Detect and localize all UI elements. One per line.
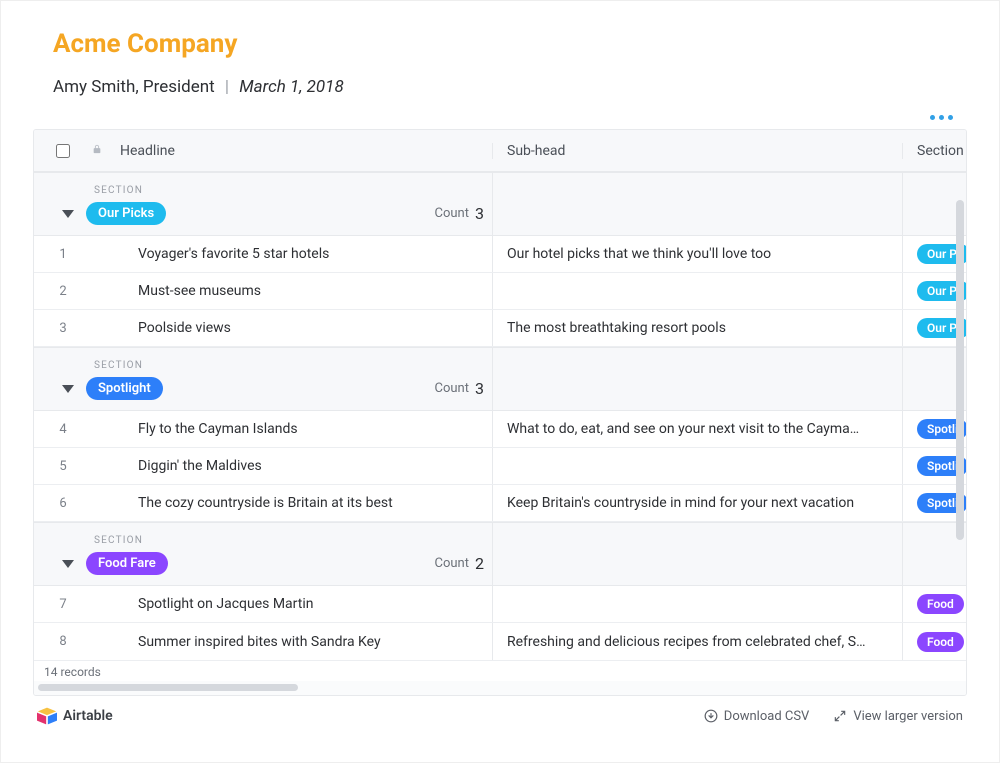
cell-subhead[interactable]: Our hotel picks that we think you'll lov… [492, 236, 902, 272]
byline-separator: | [219, 77, 235, 97]
download-icon [704, 709, 718, 723]
row-number: 2 [34, 284, 92, 299]
brand-label: Airtable [63, 708, 113, 724]
cell-subhead[interactable]: What to do, eat, and see on your next vi… [492, 411, 902, 447]
section-pill: Our Picks [86, 202, 166, 225]
row-number: 6 [34, 496, 92, 511]
more-options-icon[interactable] [930, 115, 953, 120]
column-header-headline[interactable]: Headline [92, 143, 492, 159]
select-all-checkbox[interactable] [56, 144, 70, 158]
select-all-cell[interactable] [34, 144, 92, 158]
author-name: Amy Smith, President [53, 77, 215, 97]
chevron-down-icon[interactable] [62, 385, 74, 393]
document-date: March 1, 2018 [239, 77, 343, 97]
cell-headline[interactable]: The cozy countryside is Britain at its b… [92, 495, 492, 511]
cell-headline[interactable]: Diggin' the Maldives [92, 458, 492, 474]
table-row[interactable]: 7Spotlight on Jacques MartinFood [34, 586, 966, 623]
section-label: SECTION [62, 535, 492, 546]
row-number: 5 [34, 459, 92, 474]
column-label-section: Section [917, 143, 964, 159]
section-count: Count2 [435, 554, 492, 573]
table-row[interactable]: 5Diggin' the MaldivesSpotli [34, 448, 966, 485]
column-header-section[interactable]: Section [902, 143, 966, 159]
cell-headline[interactable]: Summer inspired bites with Sandra Key [92, 634, 492, 650]
cell-headline[interactable]: Poolside views [92, 320, 492, 336]
row-number: 8 [34, 634, 92, 649]
section-pill: Food Fare [86, 552, 168, 575]
cell-headline[interactable]: Must-see museums [92, 283, 492, 299]
cell-headline[interactable]: Voyager's favorite 5 star hotels [92, 246, 492, 262]
table-row[interactable]: 2Must-see museumsOur Pi [34, 273, 966, 310]
table-row[interactable]: 1Voyager's favorite 5 star hotelsOur hot… [34, 236, 966, 273]
section-label: SECTION [62, 185, 492, 196]
view-larger-label: View larger version [853, 709, 963, 724]
row-number: 4 [34, 422, 92, 437]
chevron-down-icon[interactable] [62, 560, 74, 568]
expand-icon [833, 709, 847, 723]
section-pill: Spotlight [86, 377, 163, 400]
vertical-scrollbar[interactable] [956, 200, 964, 680]
cell-subhead[interactable]: Keep Britain's countryside in mind for y… [492, 485, 902, 521]
record-count: 14 records [34, 660, 966, 681]
view-larger-button[interactable]: View larger version [833, 709, 963, 724]
download-csv-button[interactable]: Download CSV [704, 709, 810, 724]
chevron-down-icon[interactable] [62, 210, 74, 218]
airtable-brand[interactable]: Airtable [37, 706, 113, 726]
table-header-row: Headline Sub-head Section [34, 130, 966, 172]
cell-headline[interactable]: Fly to the Cayman Islands [92, 421, 492, 437]
section-count: Count3 [435, 379, 492, 398]
section-header-spotlight[interactable]: SECTION Spotlight Count3 [34, 347, 966, 411]
cell-subhead[interactable] [492, 273, 902, 309]
byline: Amy Smith, President | March 1, 2018 [53, 77, 947, 97]
lock-icon [92, 143, 110, 158]
cell-subhead[interactable]: Refreshing and delicious recipes from ce… [492, 623, 902, 660]
row-number: 1 [34, 247, 92, 262]
footer: Airtable Download CSV View larger versio… [1, 696, 999, 726]
section-header-food-fare[interactable]: SECTION Food Fare Count2 [34, 522, 966, 586]
cell-subhead[interactable]: The most breathtaking resort pools [492, 310, 902, 346]
section-count: Count3 [435, 204, 492, 223]
cell-headline[interactable]: Spotlight on Jacques Martin [92, 596, 492, 612]
cell-subhead[interactable] [492, 448, 902, 484]
airtable-logo-icon [37, 706, 57, 726]
row-number: 3 [34, 321, 92, 336]
table-row[interactable]: 8Summer inspired bites with Sandra KeyRe… [34, 623, 966, 660]
column-header-subhead[interactable]: Sub-head [492, 143, 902, 159]
section-label: SECTION [62, 360, 492, 371]
table-row[interactable]: 3Poolside viewsThe most breathtaking res… [34, 310, 966, 347]
column-label-headline: Headline [120, 143, 175, 159]
table-row[interactable]: 6The cozy countryside is Britain at its … [34, 485, 966, 522]
table-row[interactable]: 4Fly to the Cayman IslandsWhat to do, ea… [34, 411, 966, 448]
cell-subhead[interactable] [492, 586, 902, 622]
column-label-subhead: Sub-head [507, 143, 565, 159]
horizontal-scrollbar[interactable] [34, 681, 966, 695]
section-header-our-picks[interactable]: SECTION Our Picks Count3 [34, 172, 966, 236]
data-table: Headline Sub-head Section SECTION Our Pic… [33, 129, 967, 696]
download-csv-label: Download CSV [724, 709, 810, 724]
page-title: Acme Company [53, 29, 947, 59]
row-number: 7 [34, 597, 92, 612]
